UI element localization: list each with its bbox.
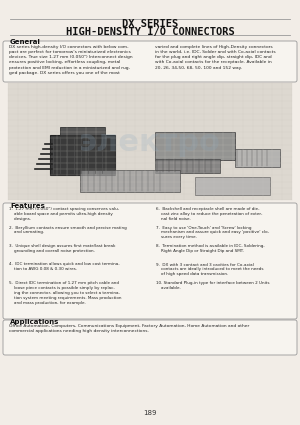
Text: электро: электро (79, 128, 221, 156)
Text: 1.  1.27 mm (0.050") contact spacing conserves valu-
    able board space and pe: 1. 1.27 mm (0.050") contact spacing cons… (9, 207, 119, 221)
Text: 5.  Direct IDC termination of 1.27 mm pitch cable and
    loose piece contacts i: 5. Direct IDC termination of 1.27 mm pit… (9, 281, 122, 305)
Text: 8.  Termination method is available in IDC, Soldering,
    Right Angle Dip or St: 8. Termination method is available in ID… (156, 244, 265, 253)
Bar (60, 127, 105, 135)
Text: 9.  DX with 3 contact and 3 cavities for Co-axial
    contacts are ideally intro: 9. DX with 3 contact and 3 cavities for … (156, 263, 263, 276)
Text: Office Automation, Computers, Communications Equipment, Factory Automation, Home: Office Automation, Computers, Communicat… (9, 324, 249, 333)
Bar (155, 132, 235, 160)
Text: 3.  Unique shell design assures first mate/last break
    grounding and overall : 3. Unique shell design assures first mat… (9, 244, 116, 253)
Text: 7.  Easy to use 'One-Touch' and 'Screw' locking
    mechanism and assure quick a: 7. Easy to use 'One-Touch' and 'Screw' l… (156, 226, 269, 239)
Text: DX SERIES: DX SERIES (122, 19, 178, 29)
FancyBboxPatch shape (3, 41, 297, 82)
Bar (235, 149, 280, 167)
Text: 6.  Backshell and receptacle shell are made of die-
    cast zinc alloy to reduc: 6. Backshell and receptacle shell are ma… (156, 207, 262, 221)
Bar (195, 177, 270, 195)
Text: 4.  IDC termination allows quick and low cost termina-
    tion to AWG 0.08 & 0.: 4. IDC termination allows quick and low … (9, 263, 120, 272)
Text: 10. Standard Plug-in type for interface between 2 Units
    available.: 10. Standard Plug-in type for interface … (156, 281, 269, 290)
FancyBboxPatch shape (3, 203, 297, 319)
Bar (80, 170, 180, 192)
Text: 189: 189 (143, 410, 157, 416)
Bar (50, 135, 115, 175)
FancyBboxPatch shape (3, 320, 297, 355)
Text: General: General (10, 39, 41, 45)
Text: Applications: Applications (10, 319, 59, 325)
Bar (8, 83, 292, 200)
Bar (155, 159, 220, 173)
Text: Features: Features (10, 203, 45, 209)
Text: DX series high-density I/O connectors with below com-
pact are perfect for tomor: DX series high-density I/O connectors wi… (9, 45, 133, 75)
Text: 2.  Beryllium contacts ensure smooth and precise mating
    and unmating.: 2. Beryllium contacts ensure smooth and … (9, 226, 127, 235)
Text: varied and complete lines of High-Density connectors
in the world, i.e. IDC, Sol: varied and complete lines of High-Densit… (155, 45, 276, 70)
Text: HIGH-DENSITY I/O CONNECTORS: HIGH-DENSITY I/O CONNECTORS (66, 27, 234, 37)
